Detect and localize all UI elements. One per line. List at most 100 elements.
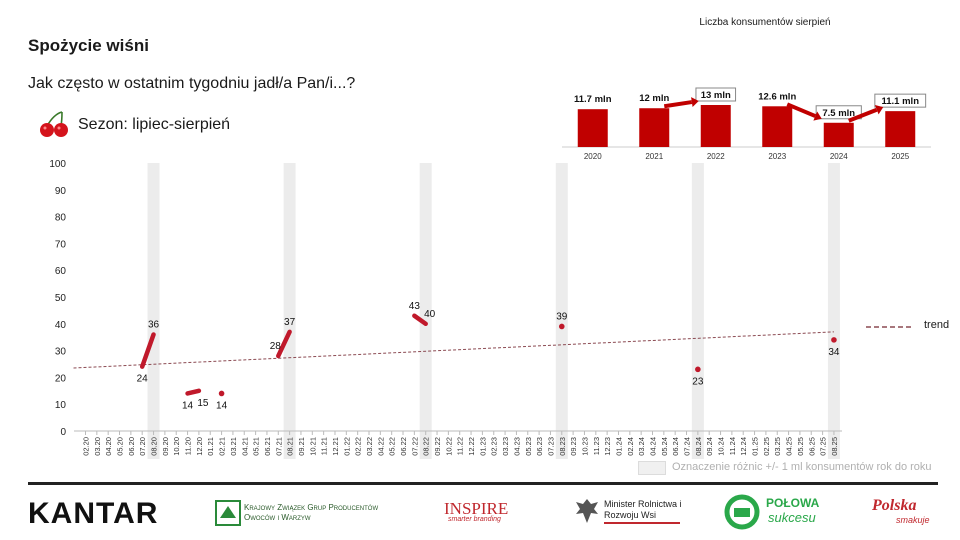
inset-value-label: 7.5 mln	[822, 108, 855, 119]
highlight-band-08-24	[691, 163, 704, 459]
inset-value-label: 13 mln	[701, 90, 731, 101]
inset-label-box	[815, 105, 862, 120]
x-tick-label: 04.20	[104, 437, 113, 456]
x-tick-label: 02.25	[762, 437, 771, 456]
x-tick-label: 08.23	[558, 437, 567, 456]
data-label: 37	[284, 317, 296, 328]
inset-bar-chart: 2020 11.7 mln 2021 12 mln 2022 13 mln 2023 12.6…	[562, 87, 931, 160]
x-tick-label: 03.22	[365, 437, 374, 456]
y-tick-label: 30	[55, 347, 67, 358]
x-tick-label: 05.23	[524, 437, 533, 456]
inset-arrow-shaft	[848, 107, 878, 123]
kzgp-logo-icon	[215, 500, 241, 526]
polowa-logo-subtext: sukcesu	[768, 510, 816, 525]
inset-bar-2020	[577, 109, 608, 147]
y-tick-label: 90	[55, 186, 67, 197]
x-tick-label: 12.22	[467, 437, 476, 456]
x-tick-label: 07.23	[546, 437, 555, 456]
y-tick-label: 60	[55, 266, 67, 277]
x-tick-label: 08.25	[830, 437, 839, 456]
data-point	[831, 337, 837, 343]
x-tick-label: 05.24	[660, 437, 669, 456]
x-tick-label: 01.21	[206, 437, 215, 456]
x-tick-label: 10.21	[308, 437, 317, 456]
x-tick-label: 06.25	[807, 437, 816, 456]
y-tick-label: 70	[55, 239, 67, 250]
inset-x-label: 2023	[768, 152, 786, 160]
x-tick-label: 02.22	[354, 437, 363, 456]
data-label: 36	[148, 320, 160, 331]
x-tick-label: 06.23	[535, 437, 544, 456]
x-tick-label: 04.25	[785, 437, 794, 456]
x-tick-label: 01.23	[478, 437, 487, 456]
x-tick-label: 05.22	[388, 437, 397, 456]
x-tick-label: 04.23	[512, 437, 521, 456]
x-tick-label: 10.20	[172, 437, 181, 456]
inset-arrow-head	[813, 111, 822, 121]
y-tick-label: 0	[60, 427, 66, 438]
x-tick-label: 04.24	[649, 437, 658, 456]
inset-arrow-shaft	[786, 102, 817, 118]
data-label: 23	[692, 376, 704, 387]
trend-line	[73, 331, 834, 369]
x-tick-label: 03.20	[93, 437, 102, 456]
x-tick-label: 10.24	[717, 437, 726, 456]
x-tick-label: 09.20	[161, 437, 170, 456]
question-subtitle: Jak często w ostatnim tygodniu jadł/a Pa…	[28, 75, 356, 92]
x-tick-label: 05.25	[796, 437, 805, 456]
x-tick-label: 08.24	[694, 437, 703, 456]
data-label: 14	[216, 400, 228, 411]
data-label: 39	[556, 311, 568, 322]
highlight-band-08-21	[283, 163, 296, 459]
data-point	[218, 390, 225, 397]
x-tick-label: 10.23	[580, 437, 589, 456]
data-label: 28	[270, 341, 282, 352]
inset-label-box	[874, 93, 927, 108]
inspire-logo: INSPIRE	[444, 499, 509, 518]
inset-x-label: 2022	[707, 152, 725, 160]
x-tick-label: 11.24	[728, 437, 737, 455]
x-tick-label: 08.22	[422, 437, 431, 456]
inset-x-label: 2020	[584, 152, 602, 160]
x-tick-label: 07.21	[274, 437, 283, 456]
x-tick-label: 01.24	[614, 437, 623, 456]
legend-text: Oznaczenie różnic +/- 1 ml konsumentów r…	[672, 461, 932, 473]
highlight-band-08-20	[147, 163, 160, 459]
kantar-logo: KANTAR	[28, 497, 159, 530]
inset-bar-2021	[639, 108, 670, 147]
x-tick-label: 12.21	[331, 437, 340, 456]
x-tick-label: 02.24	[626, 437, 635, 456]
inset-title: Liczba konsumentów sierpień	[699, 17, 831, 28]
highlight-band-08-23	[555, 163, 568, 459]
x-tick-label: 02.20	[82, 437, 91, 456]
footer-divider	[28, 482, 938, 485]
x-tick-label: 06.22	[399, 437, 408, 456]
x-tick-label: 11.20	[184, 437, 193, 455]
x-tick-label: 12.23	[603, 437, 612, 456]
inset-label-box	[695, 87, 737, 102]
data-label: 14	[182, 400, 194, 411]
x-tick-label: 08.20	[150, 437, 159, 456]
inspire-tagline: smarter branding	[448, 516, 501, 523]
data-label: 34	[828, 347, 840, 358]
y-tick-label: 80	[55, 213, 67, 224]
y-tick-label: 20	[55, 373, 67, 384]
x-tick-label: 09.21	[297, 437, 306, 456]
legend-swatch	[638, 461, 666, 475]
kzgp-logo-text: Krajowy Związek Grup Producentów Owoców …	[244, 503, 379, 522]
x-tick-label: 11.23	[592, 437, 601, 455]
x-tick-label: 07.24	[683, 437, 692, 456]
x-tick-label: 03.24	[637, 437, 646, 456]
data-label: 15	[197, 398, 209, 409]
series-segment	[412, 313, 428, 327]
x-tick-label: 03.25	[773, 437, 782, 456]
inset-value-label: 11.7 mln	[574, 94, 612, 105]
inset-x-label: 2024	[830, 152, 848, 160]
highlight-band-08-22	[419, 163, 432, 459]
x-tick-label: 06.20	[127, 437, 136, 456]
season-label: Sezon: lipiec-sierpień	[78, 116, 231, 133]
inset-arrow-head	[874, 105, 884, 115]
x-tick-label: 03.23	[501, 437, 510, 456]
inset-value-label: 12.6 mln	[758, 91, 796, 102]
